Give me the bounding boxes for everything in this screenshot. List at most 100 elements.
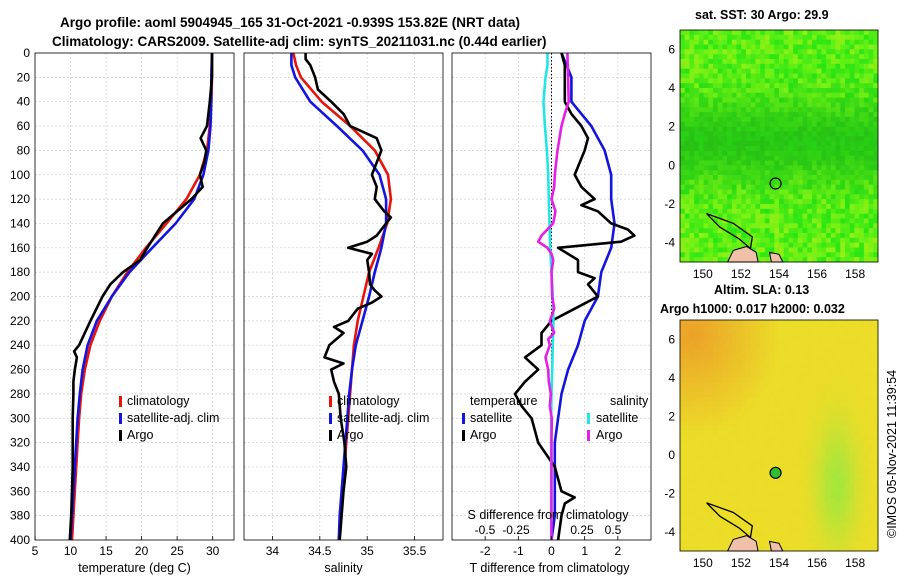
map-cell <box>797 358 803 364</box>
map-cell <box>835 459 841 465</box>
map-cell <box>684 107 690 113</box>
map-cell <box>830 344 836 350</box>
map-cell <box>783 170 789 176</box>
map-cell <box>755 339 761 345</box>
map-cell <box>731 136 737 142</box>
y-tick-label: 80 <box>17 143 31 157</box>
map-cell <box>779 228 785 234</box>
map-cell <box>821 435 827 441</box>
map-cell <box>873 34 879 41</box>
map-cell <box>873 483 879 489</box>
map-cell <box>698 546 704 552</box>
map-cell <box>684 73 690 79</box>
map-cell <box>684 445 690 451</box>
map-cell <box>802 454 808 460</box>
map-cell <box>854 320 860 326</box>
map-cell <box>835 363 841 369</box>
map-cell <box>830 204 836 210</box>
map-cell <box>868 344 874 350</box>
map-cell <box>873 102 879 108</box>
map-cell <box>755 449 761 456</box>
map-cell <box>689 213 695 219</box>
legend-label: salinity <box>610 394 649 408</box>
map-cell <box>849 469 855 475</box>
map-cell <box>873 189 879 195</box>
map-cell <box>830 179 836 186</box>
map-cell <box>868 531 874 537</box>
map-cell <box>830 59 836 65</box>
map-cell <box>845 430 851 436</box>
map-cell <box>731 435 737 441</box>
map-cell <box>760 541 766 547</box>
map-cell <box>812 430 818 436</box>
map-cell <box>802 377 808 383</box>
map-cell <box>849 44 855 50</box>
map-cell <box>797 204 803 210</box>
map-cell <box>816 392 822 398</box>
map-cell <box>684 363 690 369</box>
map-cell <box>750 416 756 422</box>
map-cell <box>746 464 752 470</box>
map-cell <box>807 131 813 137</box>
map-cell <box>680 329 686 335</box>
map-cell <box>859 449 865 456</box>
map-cell <box>835 541 841 547</box>
map-cell <box>731 348 737 355</box>
map-cell <box>807 223 813 229</box>
map-cell <box>717 401 723 408</box>
map-cell <box>717 160 723 166</box>
map-cell <box>807 30 813 36</box>
map-cell <box>859 136 865 142</box>
map-cell <box>779 34 785 41</box>
map-cell <box>722 334 728 340</box>
map-cell <box>807 382 813 388</box>
map-cell <box>779 112 785 118</box>
map-cell <box>854 179 860 186</box>
map-cell <box>760 204 766 210</box>
map-cell <box>845 141 851 147</box>
map-cell <box>802 449 808 456</box>
map-cell <box>703 372 709 379</box>
map-cell <box>736 522 742 528</box>
map-cell <box>684 136 690 142</box>
map-cell <box>741 78 747 84</box>
map-cell <box>802 242 808 248</box>
map-cell <box>760 387 766 393</box>
map-cell <box>793 160 799 166</box>
map-cell <box>802 517 808 523</box>
map-cell <box>873 449 879 456</box>
map-cell <box>788 536 794 542</box>
map-cell <box>694 175 700 181</box>
map-cell <box>680 483 686 489</box>
map-cell <box>854 102 860 108</box>
legend-swatch <box>587 430 590 441</box>
map-cell <box>727 498 733 504</box>
map-cell <box>868 435 874 441</box>
map-cell <box>840 449 846 456</box>
map-cell <box>826 233 832 239</box>
map-cell <box>812 478 818 485</box>
map-cell <box>689 339 695 345</box>
map-cell <box>873 252 879 258</box>
map-cell <box>698 507 704 513</box>
map-cell <box>812 368 818 374</box>
map-cell <box>703 353 709 359</box>
y-tick-label: 20 <box>17 70 31 84</box>
map-cell <box>840 175 846 181</box>
map-cell <box>849 430 855 436</box>
map-cell <box>684 112 690 118</box>
map-cell <box>826 54 832 60</box>
map-cell <box>868 546 874 552</box>
map-cell <box>760 160 766 166</box>
map-cell <box>812 449 818 456</box>
map-cell <box>868 150 874 157</box>
map-cell <box>816 339 822 345</box>
map-cell <box>713 324 719 331</box>
map-cell <box>760 324 766 331</box>
map-cell <box>788 218 794 224</box>
map-cell <box>835 483 841 489</box>
map-cell <box>826 368 832 374</box>
map-cell <box>722 68 728 74</box>
map-cell <box>774 179 780 186</box>
